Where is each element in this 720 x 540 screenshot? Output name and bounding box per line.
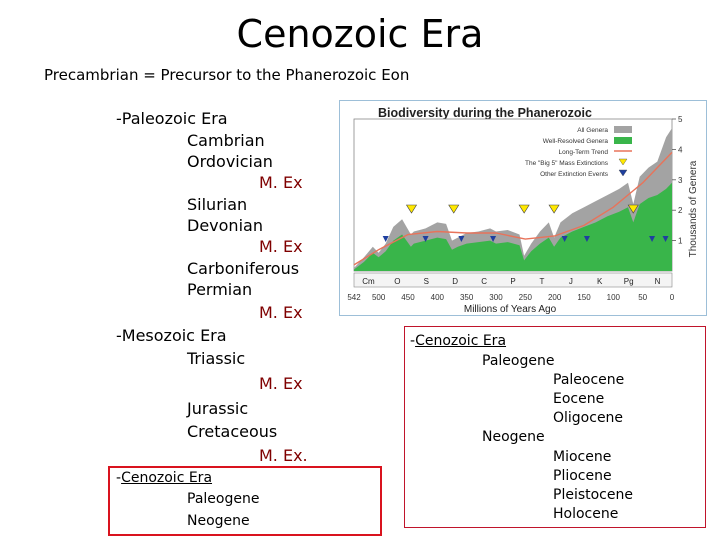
outline-cretaceous: Cretaceous: [187, 422, 278, 441]
period-label-Pg: Pg: [624, 277, 634, 286]
detail-neogene: Neogene: [482, 429, 545, 445]
detail-pliocene: Pliocene: [553, 468, 612, 484]
detail-pleistocene: Pleistocene: [553, 487, 633, 503]
outline-cambrian: Cambrian: [187, 131, 265, 150]
period-label-T: T: [539, 277, 544, 286]
x-tick-label-542: 542: [347, 293, 361, 302]
x-tick-label-350: 350: [460, 293, 474, 302]
detail-cenozoic-label: Cenozoic Era: [415, 333, 507, 349]
chart-xlabel: Millions of Years Ago: [464, 304, 557, 315]
x-tick-label-400: 400: [431, 293, 445, 302]
outline-mass-extinction-5: M. Ex.: [259, 446, 308, 465]
outline-paleogene: Paleogene: [187, 491, 260, 507]
legend-label-3: The "Big 5" Mass Extinctions: [525, 160, 609, 167]
detail-miocene: Miocene: [553, 449, 612, 465]
period-label-N: N: [655, 277, 661, 286]
detail-paleogene: Paleogene: [482, 353, 555, 369]
period-label-J: J: [569, 277, 573, 286]
outline-cenozoic: -Cenozoic Era: [116, 469, 212, 488]
big5-extinction-marker-2: [518, 204, 530, 214]
legend-swatch-3: [618, 158, 628, 166]
y-tick-label-3: 3: [678, 176, 683, 185]
chart-title: Biodiversity during the Phanerozoic: [378, 106, 592, 120]
other-extinction-marker-4: [561, 236, 568, 242]
outline-ordovician: Ordovician: [187, 152, 273, 171]
big5-extinction-marker-3: [548, 204, 560, 214]
chart-ylabel: Thousands of Genera: [688, 160, 699, 257]
y-tick-label-2: 2: [678, 206, 683, 215]
outline-silurian: Silurian: [187, 195, 248, 214]
x-tick-label-50: 50: [638, 293, 647, 302]
detail-cenozoic: -Cenozoic Era: [410, 332, 506, 351]
period-label-K: K: [597, 277, 603, 286]
outline-mass-extinction-4: M. Ex: [259, 374, 303, 393]
period-label-D: D: [452, 277, 458, 286]
legend-swatch-4: [618, 169, 628, 177]
y-tick-label-4: 4: [678, 145, 683, 154]
area-well-resolved-genera: [354, 182, 672, 271]
other-extinction-marker-3: [490, 236, 497, 242]
period-label-C: C: [481, 277, 487, 286]
cenozoic-detail-box: [404, 326, 706, 528]
outline-triassic: Triassic: [187, 349, 246, 368]
outline-carboniferous: Carboniferous: [187, 259, 300, 278]
biodiversity-chart-svg: Biodiversity during the Phanerozoic Thou…: [347, 106, 699, 315]
x-tick-label-100: 100: [607, 293, 621, 302]
x-tick-label-200: 200: [548, 293, 562, 302]
detail-oligocene: Oligocene: [553, 410, 624, 426]
big5-extinction-marker-1: [448, 204, 460, 214]
x-tick-label-150: 150: [577, 293, 591, 302]
legend-swatch-1: [614, 137, 632, 144]
page-title: Cenozoic Era: [236, 12, 484, 56]
other-extinction-marker-5: [583, 236, 590, 242]
big5-extinction-marker-0: [405, 204, 418, 214]
detail-holocene: Holocene: [553, 506, 619, 522]
legend-label-4: Other Extinction Events: [540, 171, 609, 178]
other-extinction-marker-7: [662, 236, 669, 242]
outline-cenozoic-label: Cenozoic Era: [121, 470, 213, 486]
x-tick-label-300: 300: [489, 293, 503, 302]
x-tick-label-250: 250: [519, 293, 533, 302]
big5-extinction-marker-4: [627, 204, 639, 214]
other-extinction-marker-2: [458, 236, 465, 242]
x-tick-label-0: 0: [670, 293, 675, 302]
x-tick-label-500: 500: [372, 293, 386, 302]
detail-eocene: Eocene: [553, 391, 605, 407]
period-label-S: S: [424, 277, 429, 286]
legend-swatch-0: [614, 126, 632, 133]
period-label-Cm: Cm: [362, 277, 375, 286]
y-tick-label-1: 1: [678, 237, 683, 246]
biodiversity-chart: Biodiversity during the Phanerozoic Thou…: [339, 100, 707, 316]
subtitle: Precambrian = Precursor to the Phanerozo…: [44, 66, 410, 84]
other-extinction-marker-1: [422, 236, 429, 242]
outline-paleozoic: -Paleozoic Era: [116, 109, 228, 128]
x-tick-label-450: 450: [401, 293, 415, 302]
legend-label-2: Long-Term Trend: [559, 149, 609, 156]
outline-devonian: Devonian: [187, 216, 263, 235]
y-tick-label-5: 5: [678, 115, 683, 124]
outline-mass-extinction-1: M. Ex: [259, 173, 303, 192]
legend-label-0: All Genera: [577, 127, 608, 134]
period-label-P: P: [510, 277, 515, 286]
outline-mass-extinction-3: M. Ex: [259, 303, 303, 322]
long-term-trend-line: [353, 151, 673, 266]
outline-mesozoic: -Mesozoic Era: [116, 326, 227, 345]
legend-label-1: Well-Resolved Genera: [543, 138, 609, 145]
detail-cenozoic-dash: -: [410, 333, 416, 349]
other-extinction-marker-6: [649, 236, 656, 242]
outline-neogene: Neogene: [187, 513, 250, 529]
other-extinction-marker-0: [382, 236, 389, 242]
cenozoic-highlight-box: [108, 466, 382, 536]
period-band: [353, 272, 673, 288]
outline-mass-extinction-2: M. Ex: [259, 237, 303, 256]
detail-paleocene: Paleocene: [553, 372, 625, 388]
period-label-O: O: [394, 277, 400, 286]
outline-jurassic: Jurassic: [187, 399, 249, 418]
outline-permian: Permian: [187, 280, 253, 299]
outline-cenozoic-dash: -: [116, 470, 122, 486]
